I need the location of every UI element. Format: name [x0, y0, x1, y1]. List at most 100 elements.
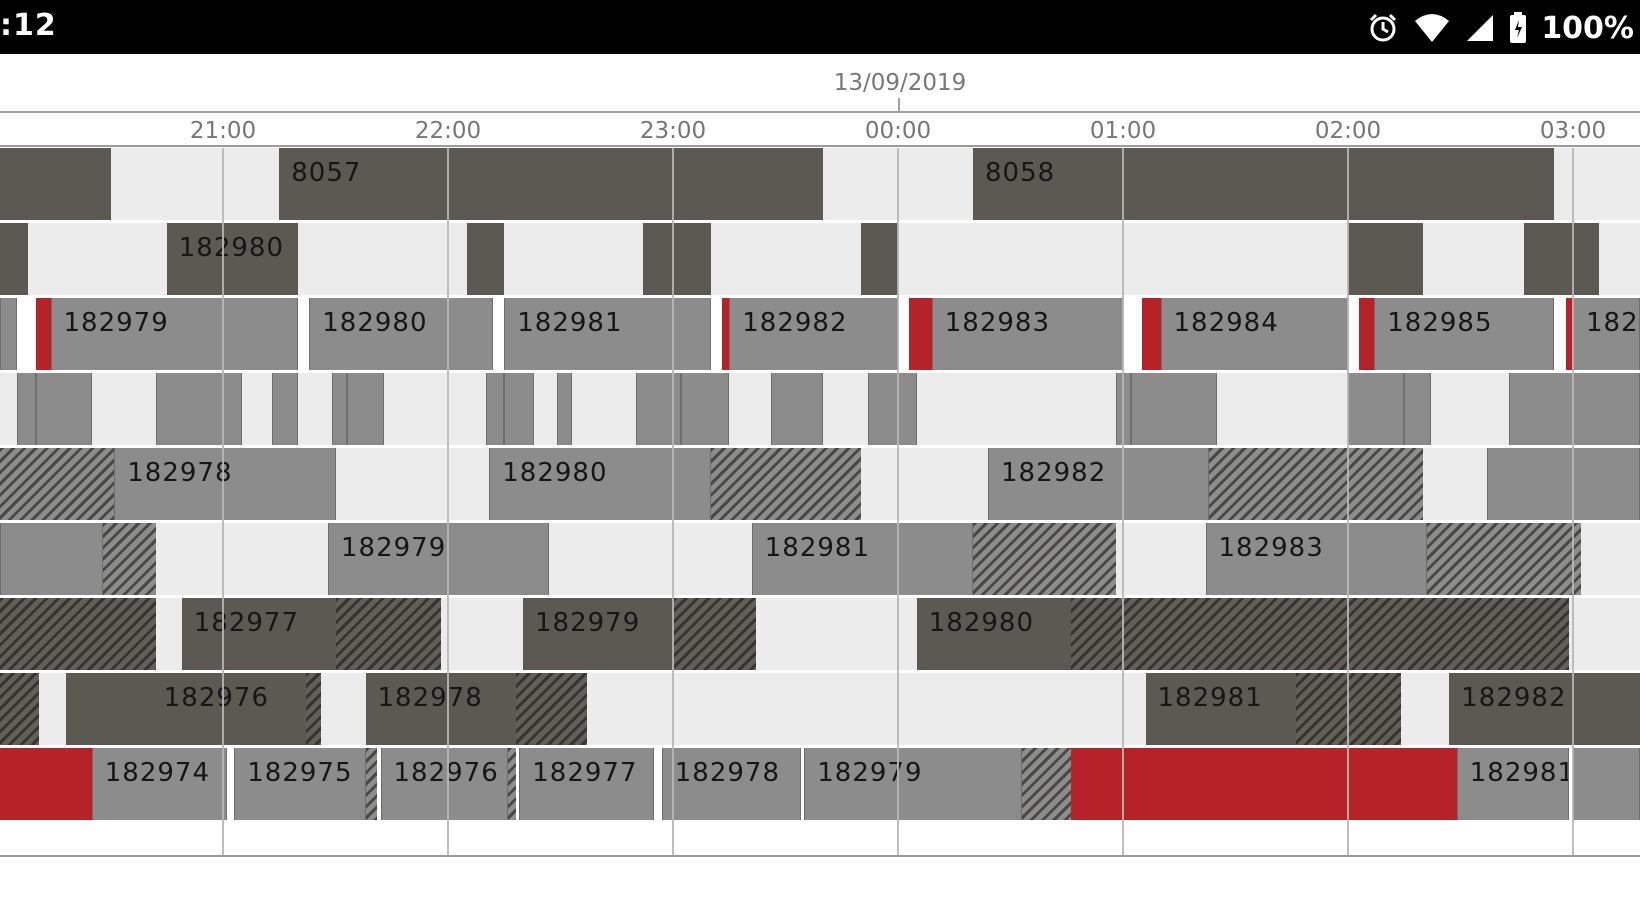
duty-block[interactable]: [973, 523, 1116, 595]
trip-block[interactable]: 182980: [916, 598, 1071, 670]
trip-block[interactable]: 182979: [523, 598, 673, 670]
duty-block[interactable]: [305, 673, 321, 745]
duty-block[interactable]: [860, 223, 898, 295]
duty-block[interactable]: [65, 673, 152, 745]
duty-block[interactable]: [515, 673, 587, 745]
duty-block[interactable]: [1404, 373, 1431, 445]
trip-block[interactable]: 182978: [661, 748, 801, 820]
idle-slot: [729, 373, 771, 445]
duty-block[interactable]: [1524, 223, 1600, 295]
duty-block[interactable]: [331, 373, 347, 445]
wifi-icon: [1413, 13, 1451, 43]
duty-block[interactable]: [0, 598, 156, 670]
trip-block[interactable]: 182980: [166, 223, 298, 295]
duty-block[interactable]: [1130, 373, 1217, 445]
duty-block[interactable]: [0, 673, 40, 745]
duty-block[interactable]: [0, 448, 115, 520]
trip-block[interactable]: 182982: [988, 448, 1210, 520]
idle-slot: [28, 223, 167, 295]
status-bar: :12 100%: [0, 0, 1640, 54]
duty-block[interactable]: [271, 373, 298, 445]
trip-block[interactable]: 182974: [91, 748, 227, 820]
duty-block[interactable]: [556, 373, 572, 445]
battery-icon: [1509, 12, 1527, 44]
trip-block[interactable]: 182979: [804, 748, 1022, 820]
trip-block[interactable]: 8058: [973, 148, 1555, 220]
trip-number: 182980: [928, 608, 1035, 638]
trip-block[interactable]: 182983: [1205, 523, 1427, 595]
duty-block[interactable]: [1573, 748, 1640, 820]
duty-block[interactable]: [1426, 523, 1581, 595]
duty-block[interactable]: [0, 523, 103, 595]
duty-block[interactable]: [1509, 373, 1640, 445]
trip-block[interactable]: 182981: [1145, 673, 1296, 745]
idle-slot: [110, 148, 280, 220]
trip-block[interactable]: 182977: [519, 748, 655, 820]
duty-block[interactable]: [35, 373, 92, 445]
trip-block[interactable]: 182975: [234, 748, 366, 820]
trip-block[interactable]: 182983: [931, 298, 1123, 370]
trip-block[interactable]: 182979: [50, 298, 298, 370]
trip-block[interactable]: 182981: [1456, 748, 1570, 820]
trip-block[interactable]: 8057: [279, 148, 823, 220]
trip-block[interactable]: 182985: [1374, 298, 1555, 370]
duty-block[interactable]: [16, 373, 36, 445]
trip-block[interactable]: 182982: [729, 298, 898, 370]
duty-block[interactable]: [1359, 298, 1375, 370]
trip-number: 182982: [1461, 683, 1567, 713]
gantt-track: 182980: [0, 223, 1640, 295]
gantt-track: 182977 182979 182980: [0, 598, 1640, 670]
duty-block[interactable]: [673, 598, 756, 670]
trip-block[interactable]: 182976: [380, 748, 508, 820]
idle-slot: [549, 523, 752, 595]
duty-block[interactable]: [770, 373, 823, 445]
trip-number: 8058: [985, 158, 1056, 188]
duty-block[interactable]: [643, 223, 711, 295]
duty-block[interactable]: [710, 448, 861, 520]
gantt-tracks[interactable]: 8057 8058 182980 182979 182980 182981 182982 18…: [0, 148, 1640, 855]
trip-number: 8057: [291, 158, 362, 188]
duty-block[interactable]: [909, 298, 932, 370]
trip-block[interactable]: 182978: [365, 673, 516, 745]
duty-block[interactable]: [1209, 448, 1423, 520]
duty-block[interactable]: [721, 298, 730, 370]
duty-block[interactable]: [504, 373, 535, 445]
duty-block[interactable]: [1486, 448, 1640, 520]
trip-block[interactable]: 182: [1573, 298, 1640, 370]
duty-block[interactable]: [155, 373, 242, 445]
trip-block[interactable]: 182976: [151, 673, 306, 745]
tick-label: 22:00: [414, 118, 482, 144]
duty-block[interactable]: [0, 148, 111, 220]
duty-block[interactable]: [1348, 373, 1405, 445]
duty-block[interactable]: [365, 748, 377, 820]
duty-block[interactable]: [1021, 748, 1071, 820]
duty-block[interactable]: [1348, 223, 1423, 295]
duty-block[interactable]: [0, 298, 17, 370]
duty-block[interactable]: [0, 223, 28, 295]
duty-block[interactable]: [1070, 748, 1457, 820]
trip-block[interactable]: 182981: [504, 298, 711, 370]
duty-block[interactable]: [680, 373, 730, 445]
duty-block[interactable]: [346, 373, 385, 445]
duty-block[interactable]: [1141, 298, 1161, 370]
duty-block[interactable]: [508, 748, 516, 820]
trip-block[interactable]: 182984: [1160, 298, 1348, 370]
trip-block[interactable]: 182980: [489, 448, 711, 520]
duty-block[interactable]: [485, 373, 505, 445]
duty-block[interactable]: [335, 598, 441, 670]
duty-block[interactable]: [35, 298, 51, 370]
idle-slot: [755, 598, 917, 670]
trip-block[interactable]: 182982: [1449, 673, 1640, 745]
duty-block[interactable]: [1070, 598, 1570, 670]
duty-block[interactable]: [868, 373, 917, 445]
idle-slot: [440, 598, 523, 670]
trip-block[interactable]: 182981: [751, 523, 973, 595]
duty-block[interactable]: [103, 523, 156, 595]
trip-block[interactable]: 182979: [328, 523, 550, 595]
trip-block[interactable]: 182980: [309, 298, 493, 370]
duty-block[interactable]: [1565, 298, 1573, 370]
duty-block[interactable]: [0, 748, 92, 820]
trip-block[interactable]: 182978: [114, 448, 336, 520]
trip-block[interactable]: 182977: [181, 598, 336, 670]
duty-block[interactable]: [466, 223, 505, 295]
